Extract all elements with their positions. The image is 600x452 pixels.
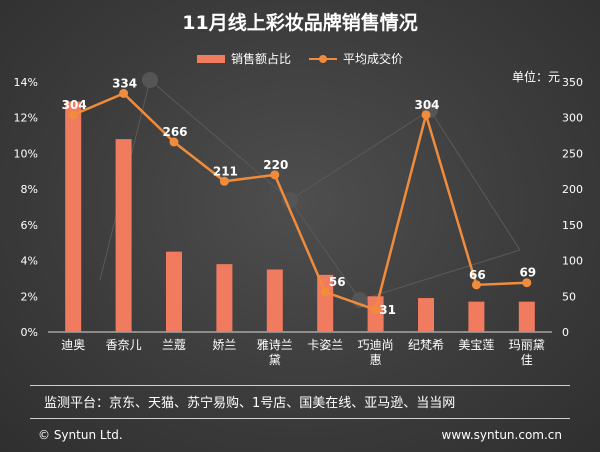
legend-item-line: 平均成交价 — [309, 50, 403, 67]
bar-迪奥 — [65, 101, 82, 333]
bar-美宝莲 — [468, 301, 485, 332]
right-axis-tick-label: 200 — [562, 183, 583, 196]
bar-玛丽黛佳 — [518, 301, 535, 332]
legend-bar-label: 销售额占比 — [230, 52, 291, 66]
background-decoration-line — [359, 249, 521, 301]
left-axis-tick-label: 10% — [14, 147, 38, 160]
avg-price-data-label: 334 — [112, 76, 137, 90]
avg-price-point-兰蔻 — [169, 137, 179, 147]
avg-price-point-雅诗兰黛 — [270, 170, 280, 180]
legend-line-label: 平均成交价 — [343, 52, 404, 66]
right-axis-tick-label: 150 — [562, 219, 583, 232]
monitoring-platforms: 监测平台：京东、天猫、苏宁易购、1号店、国美在线、亚马逊、当当网 — [44, 396, 456, 411]
background-decoration-line — [149, 79, 291, 201]
right-axis-tick-label: 350 — [562, 76, 583, 89]
category-label: 香奈儿 — [106, 338, 142, 352]
footer-divider-bottom — [30, 418, 570, 419]
legend-line-swatch — [309, 54, 337, 63]
left-axis-tick-label: 12% — [14, 112, 38, 125]
left-axis-tick-label: 2% — [21, 290, 38, 303]
bar-卡姿兰 — [317, 274, 334, 332]
bar-娇兰 — [216, 264, 233, 332]
left-axis-tick-label: 4% — [21, 255, 38, 268]
website-link[interactable]: www.syntun.com.cn — [441, 428, 563, 442]
left-axis-tick-label: 8% — [21, 183, 38, 196]
left-axis-tick-label: 0% — [21, 326, 38, 339]
chart-title: 11月线上彩妆品牌销售情况 — [182, 12, 418, 34]
right-axis-tick-label: 50 — [562, 290, 576, 303]
legend-item-bar: 销售额占比 — [196, 50, 291, 67]
avg-price-data-label: 304 — [414, 98, 439, 112]
avg-price-point-美宝莲 — [471, 280, 481, 290]
bar-纪梵希 — [418, 298, 434, 332]
footer-divider-top — [30, 385, 570, 386]
background-decoration-line — [289, 109, 431, 201]
avg-price-data-label: 220 — [263, 158, 288, 172]
avg-price-point-纪梵希 — [421, 110, 431, 120]
background-decoration-node — [142, 72, 158, 88]
avg-price-line — [72, 91, 527, 312]
avg-price-point-香奈儿 — [119, 88, 129, 98]
avg-price-point-玛丽黛佳 — [522, 278, 532, 288]
category-label: 玛丽黛 — [509, 338, 545, 352]
avg-price-data-label: 56 — [329, 275, 346, 289]
left-axis-tick-label: 14% — [14, 76, 38, 89]
avg-price-data-label: 304 — [62, 98, 87, 112]
background-decoration-line — [289, 199, 361, 301]
category-label: 纪梵希 — [408, 337, 444, 352]
category-label: 美宝莲 — [458, 338, 494, 352]
right-axis-tick-label: 250 — [562, 147, 583, 160]
avg-price-data-label: 266 — [162, 125, 187, 139]
avg-price-data-label: 66 — [469, 268, 486, 282]
category-label: 兰蔻 — [162, 338, 186, 352]
right-axis-tick-label: 300 — [562, 112, 583, 125]
bar-香奈儿 — [115, 139, 132, 332]
copyright: © Syntun Ltd. — [38, 428, 123, 442]
avg-price-point-迪奥 — [68, 110, 78, 120]
category-label: 黛 — [269, 353, 281, 367]
avg-price-point-巧迪尚惠 — [371, 305, 381, 315]
category-label: 娇兰 — [212, 338, 236, 352]
right-axis-unit: 单位：元 — [511, 70, 560, 84]
avg-price-data-label: 211 — [213, 164, 238, 178]
category-label: 巧迪尚 — [358, 338, 394, 352]
category-label: 卡姿兰 — [307, 338, 343, 352]
category-label: 迪奥 — [61, 338, 85, 352]
bar-兰蔻 — [166, 251, 182, 332]
right-axis-tick-label: 0 — [562, 326, 569, 339]
avg-price-point-娇兰 — [219, 176, 229, 186]
bar-雅诗兰黛 — [266, 269, 283, 332]
category-label: 雅诗兰 — [257, 337, 293, 352]
avg-price-data-label: 31 — [379, 303, 396, 317]
avg-price-point-卡姿兰 — [320, 287, 330, 297]
category-label: 惠 — [370, 353, 382, 367]
background-decoration-line — [429, 109, 521, 251]
category-label: 佳 — [521, 353, 533, 367]
avg-price-data-label: 69 — [519, 266, 536, 280]
legend-bar-swatch — [196, 54, 225, 63]
left-axis-tick-label: 6% — [21, 219, 38, 232]
chart-legend: 销售额占比 平均成交价 — [0, 50, 600, 67]
right-axis-tick-label: 100 — [562, 255, 583, 268]
